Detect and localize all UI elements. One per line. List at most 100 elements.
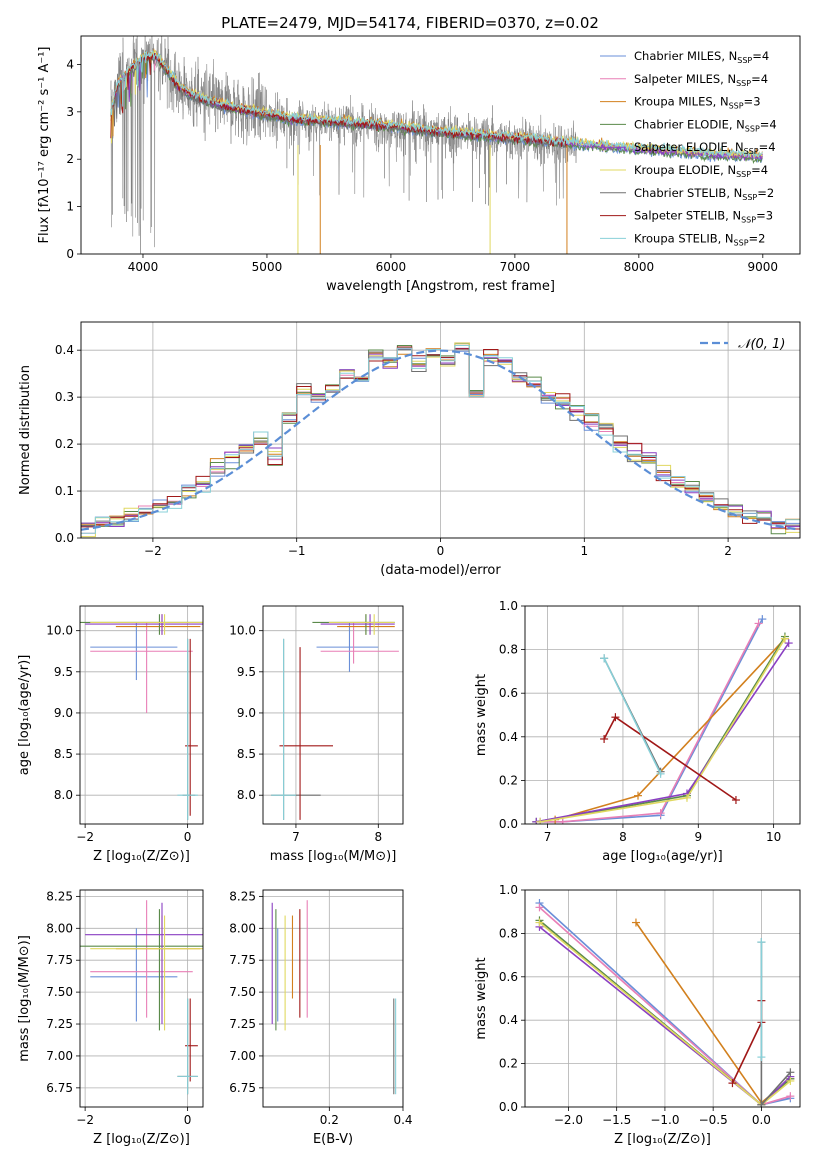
legend-entry: 𝒩(0, 1) [738,337,785,352]
y-tick-label: 0.3 [55,390,74,404]
y-tick-label: 9.0 [54,706,73,720]
chart-title: PLATE=2479, MJD=54174, FIBERID=0370, z=0… [221,14,599,32]
x-tick-label: 7 [544,830,552,844]
y-tick-label: 8.25 [229,889,256,903]
y-tick-label: 7.00 [229,1049,256,1063]
legend-entry: Salpeter ELODIE, NSSP=4 [634,140,776,156]
x-tick-label: −2 [76,830,94,844]
legend-nssp-value: 3 [753,95,760,109]
legend-nssp-eq: = [756,209,766,223]
plot-area [263,606,403,824]
panel-age_vs_Z: −2 0 8.0 8.5 9.0 9.5 10.0 Z [log₁₀(Z/Z⊙)] age [l… [17,605,204,864]
y-axis-label: mass [log₁₀(M/M⊙)] [17,935,32,1062]
y-tick-label: 9.5 [237,665,256,679]
y-tick-label: 0.4 [55,343,74,357]
legend-series-name: Chabrier ELODIE [634,117,729,131]
x-axis-label: wavelength [Angstrom, rest frame] [326,279,555,294]
y-tick-label: 3 [66,105,74,119]
y-tick-label: 1.0 [499,599,518,613]
x-tick-label: 0.0 [752,1113,771,1127]
y-tick-label: 7.50 [229,985,256,999]
legend-nssp-sub: SSP [736,170,751,179]
x-tick-label: −2 [76,1113,94,1127]
y-tick-label: 2 [66,152,74,166]
legend-entry: Kroupa ELODIE, NSSP=4 [634,163,768,179]
y-tick-label: 0.6 [499,686,518,700]
axes-frame [80,35,801,255]
y-tick-label: 7.25 [229,1017,256,1031]
normal-curve [81,349,798,531]
legend-series-name: Chabrier STELIB [634,186,726,200]
legend-nssp-eq: = [744,95,754,109]
axes-frame [80,321,801,539]
x-tick-label: 7000 [500,260,531,274]
y-tick-label: 8.00 [46,921,73,935]
y-tick-label: 0.4 [499,730,518,744]
legend-series-name: Kroupa ELODIE [634,163,720,177]
x-tick-label: 2 [724,544,732,558]
y-tick-label: 9.5 [54,665,73,679]
y-tick-label: 1 [66,200,74,214]
x-tick-label: −2 [144,544,162,558]
y-tick-label: 4 [66,57,74,71]
model-spectrum-line [110,50,763,159]
legend-nssp-prefix: , N [728,140,744,154]
x-tick-label: −1.5 [602,1113,631,1127]
legend-nssp-eq: = [752,49,762,63]
y-tick-label: 7.25 [46,1017,73,1031]
axes-frame [262,605,404,825]
panel-weight_vs_Z: −2.0 −1.5 −1.0 −0.5 0.0 0.0 0.2 0.4 0.6 0.8 1.0 Z [… [474,883,801,1147]
x-tick-label: −1 [288,544,306,558]
x-axis-label: Z [log₁₀(Z/Z⊙)] [93,1132,190,1147]
plot-area [525,606,800,824]
legend-nssp-value: 4 [768,140,775,154]
legend-entry: Chabrier ELODIE, NSSP=4 [634,117,777,133]
legend-nssp-sub: SSP [737,56,752,65]
y-tick-label: 7.75 [229,953,256,967]
y-axis-label: Flux [fλ10⁻¹⁷ erg cm⁻² s⁻¹ A⁻¹] [37,47,52,244]
legend-series-name: Salpeter ELODIE [634,140,728,154]
mass-weight-line [603,657,662,775]
mass-weight-line [603,716,737,801]
y-tick-label: 0.8 [499,643,518,657]
legend-nssp-prefix: , N [729,117,745,131]
panel-residuals: −2 −1 0 1 2 0.0 0.1 0.2 0.3 0.4 (data-model)/error… [18,321,801,578]
plot-area [263,890,403,1107]
y-tick-label: 8.0 [237,788,256,802]
legend-nssp-eq: = [749,231,759,245]
y-tick-label: 0.2 [499,1057,518,1071]
legend-nssp-eq: = [759,140,769,154]
x-tick-label: 0 [184,1113,192,1127]
y-tick-label: 6.75 [229,1081,256,1095]
x-tick-label: 8 [619,830,627,844]
mass-weight-line [731,1000,763,1084]
plot-area [80,606,203,824]
legend-nssp-prefix: , N [720,72,736,86]
axes-frame [524,605,801,825]
x-axis-label: Z [log₁₀(Z/Z⊙)] [93,849,190,864]
x-tick-label: 7 [292,830,300,844]
legend-nssp-sub: SSP [734,238,749,247]
y-tick-label: 0.0 [499,817,518,831]
plot-area [110,36,763,254]
legend-nssp-eq: = [751,72,761,86]
legend-entry: Chabrier STELIB, NSSP=2 [634,186,774,202]
mass-weight-line [554,638,786,821]
legend-nssp-value: 4 [761,72,768,86]
mass-weight-line [539,638,786,823]
legend-series-name: Kroupa STELIB [634,231,718,245]
plot-area [525,890,800,1107]
legend-nssp-prefix: , N [713,95,729,109]
y-tick-label: 0.6 [499,970,518,984]
x-tick-label: −1.0 [650,1113,679,1127]
legend-nssp-prefix: , N [725,209,741,223]
x-tick-label: 0 [437,544,445,558]
plot-area [81,322,800,538]
panel-weight_vs_age: 7 8 9 10 0.0 0.2 0.4 0.6 0.8 1.0 age [log₁₀(age/yr… [474,599,801,864]
legend-entry: Chabrier MILES, NSSP=4 [634,49,769,65]
x-axis-label: mass [log₁₀(M/M⊙)] [270,849,397,864]
y-axis-label: Normed distribution [18,365,33,495]
residual-histogram-step [81,345,800,534]
